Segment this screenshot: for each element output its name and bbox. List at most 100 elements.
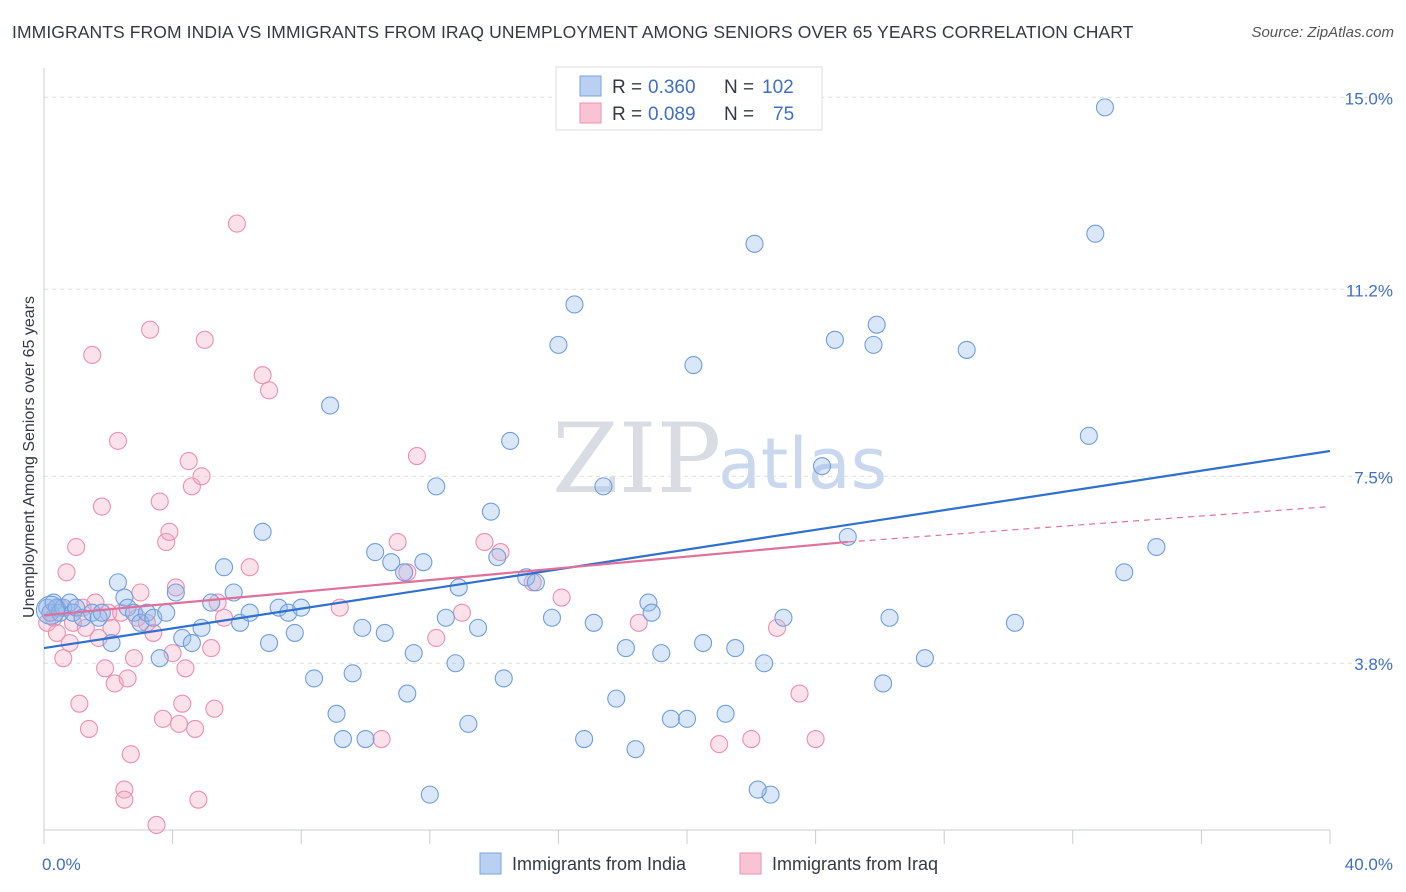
- legend-iraq-r-label: R =: [612, 104, 642, 125]
- india-point: [398, 684, 417, 703]
- iraq-point: [108, 431, 127, 450]
- india-point: [459, 714, 478, 733]
- india-point: [1147, 537, 1166, 557]
- india-point: [880, 608, 899, 627]
- india-point: [755, 654, 774, 673]
- india-point: [259, 633, 279, 653]
- india-point: [240, 603, 259, 622]
- india-point: [1095, 98, 1114, 117]
- india-point: [157, 603, 176, 622]
- india-point: [494, 669, 513, 688]
- iraq-point: [253, 366, 272, 385]
- iraq-point: [176, 659, 195, 678]
- india-point: [575, 729, 594, 749]
- iraq-point: [70, 694, 89, 713]
- iraq-series: [38, 214, 825, 834]
- source-label: Source: ZipAtlas.com: [1251, 24, 1394, 41]
- iraq-point: [427, 628, 446, 648]
- legend-iraq-n-value: 75: [773, 104, 794, 125]
- india-point: [92, 603, 111, 622]
- india-point: [420, 785, 439, 804]
- india-point: [366, 543, 385, 562]
- iraq-point: [150, 492, 169, 511]
- india-point: [321, 396, 340, 415]
- iraq-point: [67, 537, 86, 557]
- iraq-point: [259, 381, 279, 400]
- india-point: [166, 583, 185, 602]
- grid-lines: [44, 96, 1392, 664]
- india-point: [414, 553, 433, 572]
- watermark-atlas: atlas: [718, 423, 887, 505]
- iraq-point: [173, 694, 192, 713]
- india-point: [1115, 563, 1134, 582]
- bottom-legend-swatch-india: [479, 852, 502, 875]
- iraq-point: [166, 578, 185, 597]
- india-point: [565, 295, 584, 314]
- iraq-trend-line: [43, 540, 848, 617]
- india-point: [253, 522, 272, 541]
- india-point: [404, 644, 423, 663]
- axes: [43, 68, 1331, 844]
- india-point: [446, 654, 465, 673]
- iraq-point: [186, 719, 205, 738]
- iraq-trend-extension: [847, 505, 1331, 543]
- india-point: [327, 704, 346, 723]
- india-point: [549, 335, 568, 354]
- iraq-point: [372, 729, 391, 749]
- iraq-point: [205, 699, 224, 718]
- iraq-point: [552, 588, 571, 607]
- y-tick-label: 15.0%: [1345, 89, 1393, 108]
- india-series: [35, 98, 1166, 804]
- india-point: [694, 633, 713, 653]
- iraq-point: [629, 613, 648, 632]
- india-point: [874, 674, 893, 693]
- india-point: [436, 608, 455, 627]
- india-point: [488, 548, 507, 567]
- india-point: [285, 623, 304, 642]
- y-tick-labels: 3.8% 7.5% 11.2% 15.0%: [1345, 89, 1393, 674]
- iraq-point: [121, 745, 140, 764]
- india-point: [652, 644, 671, 663]
- india-point: [1086, 224, 1105, 243]
- iraq-point: [115, 790, 134, 809]
- india-point: [867, 315, 886, 334]
- iraq-point: [452, 603, 472, 622]
- iraq-point: [710, 735, 729, 754]
- india-point: [745, 234, 764, 253]
- legend-iraq-r-value: 0.089: [648, 104, 696, 125]
- india-point: [626, 740, 645, 759]
- iraq-point: [227, 214, 246, 233]
- india-point: [343, 664, 362, 683]
- correlation-legend: R = 0.360 N = 102 R = 0.089 N = 75: [555, 66, 823, 131]
- series-legend: Immigrants from India Immigrants from Ir…: [479, 852, 938, 875]
- iraq-point: [742, 729, 761, 749]
- iraq-point: [202, 639, 221, 658]
- iraq-point: [118, 669, 137, 688]
- india-point: [542, 608, 562, 627]
- iraq-point: [475, 532, 494, 552]
- iraq-point: [102, 618, 121, 637]
- iraq-point: [124, 649, 144, 668]
- iraq-point: [153, 709, 173, 728]
- india-point: [395, 563, 414, 582]
- india-point: [594, 477, 613, 496]
- india-point: [356, 729, 375, 749]
- iraq-point: [79, 719, 99, 738]
- x-tick-label: 40.0%: [1345, 855, 1393, 874]
- india-point: [726, 639, 745, 658]
- iraq-point: [179, 452, 198, 471]
- trend-lines: [43, 449, 1331, 650]
- india-point: [214, 558, 234, 577]
- india-point: [481, 502, 500, 521]
- india-point: [150, 649, 169, 668]
- iraq-point: [160, 522, 179, 541]
- india-point: [774, 608, 793, 627]
- legend-iraq-n-label: N =: [724, 104, 754, 125]
- legend-india-n-label: N =: [724, 77, 754, 98]
- x-tick-label: 0.0%: [42, 855, 81, 874]
- iraq-point: [54, 649, 73, 668]
- india-point: [182, 633, 201, 653]
- india-point: [35, 595, 65, 625]
- bottom-legend-iraq: Immigrants from Iraq: [772, 854, 938, 874]
